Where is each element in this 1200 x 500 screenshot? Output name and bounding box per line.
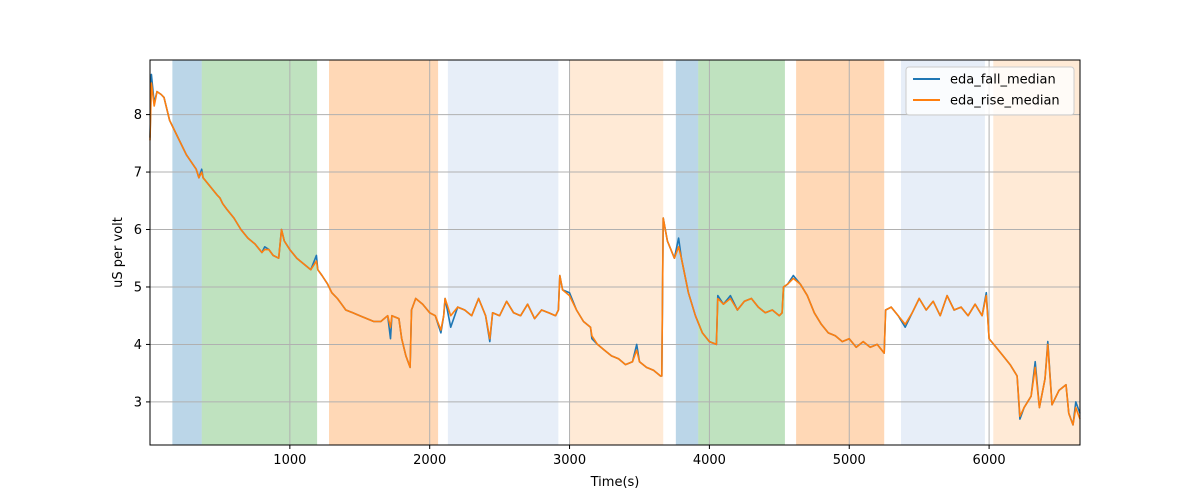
y-tick-label: 8 bbox=[134, 108, 142, 123]
y-tick-label: 6 bbox=[134, 223, 142, 238]
series-lines bbox=[149, 73, 1081, 426]
y-axis-label: uS per volt bbox=[111, 217, 126, 288]
x-tick-label: 4000 bbox=[693, 453, 726, 468]
shaded-regions bbox=[172, 60, 1080, 445]
grid-lines bbox=[150, 60, 1080, 445]
x-tick-label: 6000 bbox=[973, 453, 1006, 468]
y-tick-label: 5 bbox=[134, 280, 142, 295]
x-tick-label: 1000 bbox=[273, 453, 306, 468]
legend: eda_fall_median eda_rise_median bbox=[905, 66, 1075, 116]
axis-ticks: 1000 2000 3000 4000 5000 6000 3 4 5 6 7 8 bbox=[134, 108, 1006, 468]
shaded-region-8 bbox=[796, 60, 885, 445]
series-line-eda-rise-median bbox=[149, 82, 1081, 426]
shaded-region-1 bbox=[172, 60, 202, 445]
shaded-region-3 bbox=[329, 60, 439, 445]
legend-box bbox=[905, 66, 1075, 116]
legend-label: eda_rise_median bbox=[950, 94, 1060, 109]
x-tick-label: 5000 bbox=[833, 453, 866, 468]
shaded-region-2 bbox=[201, 60, 318, 445]
shaded-region-9 bbox=[900, 60, 985, 445]
shaded-region-7 bbox=[698, 60, 785, 445]
shaded-region-6 bbox=[675, 60, 699, 445]
x-tick-label: 2000 bbox=[413, 453, 446, 468]
plot-frame bbox=[149, 59, 1081, 446]
shaded-region-4 bbox=[447, 60, 559, 445]
y-tick-label: 7 bbox=[134, 166, 142, 181]
shaded-region-5 bbox=[569, 60, 664, 445]
x-axis-label: Time(s) bbox=[590, 475, 640, 490]
y-tick-label: 4 bbox=[134, 338, 142, 353]
x-tick-label: 3000 bbox=[553, 453, 586, 468]
y-tick-label: 3 bbox=[134, 395, 142, 410]
legend-label: eda_fall_median bbox=[950, 73, 1056, 88]
